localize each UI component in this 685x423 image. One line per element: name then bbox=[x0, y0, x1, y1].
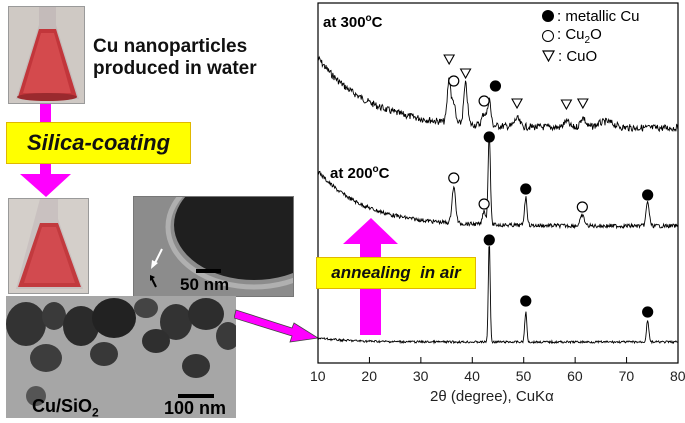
marker-metallic-cu bbox=[520, 295, 532, 307]
x-tick-label: 80 bbox=[670, 368, 685, 384]
inset-scale-bar bbox=[196, 269, 221, 273]
legend-label-cuo: : CuO bbox=[558, 47, 598, 65]
tem-particles-icon bbox=[6, 296, 236, 418]
open-triangle-icon bbox=[542, 50, 555, 62]
tem-main-image: 100 nm Cu/SiO2 bbox=[6, 296, 236, 418]
curve-label-200-base: at 200 bbox=[330, 165, 373, 182]
legend-item-cuo: : CuO bbox=[542, 46, 682, 66]
marker-cu2o bbox=[448, 172, 460, 184]
marker-cuo bbox=[459, 68, 472, 80]
inset-scale-label: 50 nm bbox=[180, 275, 230, 294]
open-circle-icon bbox=[542, 30, 554, 42]
flask-photo-coated bbox=[8, 198, 89, 294]
legend-item-cu2o: : Cu2O bbox=[542, 26, 682, 46]
annealing-label: annealing in air bbox=[316, 257, 476, 289]
curve-label-300-base: at 300 bbox=[323, 14, 366, 31]
arrow-down-icon bbox=[20, 164, 71, 197]
x-tick-label: 40 bbox=[464, 368, 480, 384]
flask-photo-water bbox=[8, 6, 85, 104]
x-tick-label: 10 bbox=[310, 368, 326, 384]
marker-metallic-cu bbox=[483, 234, 495, 246]
x-axis-label: 2θ (degree), CuKα bbox=[430, 388, 554, 405]
marker-metallic-cu bbox=[642, 189, 654, 201]
curve-label-300: at 300oC bbox=[323, 13, 383, 31]
composite-label-sub: 2 bbox=[92, 405, 99, 418]
marker-cuo bbox=[576, 98, 589, 110]
legend-cu2o-base: : Cu bbox=[557, 26, 585, 43]
main-scale-label: 100 nm bbox=[164, 398, 227, 418]
legend-label-metallic-cu: : metallic Cu bbox=[557, 7, 640, 25]
plot-frame bbox=[317, 2, 679, 364]
curve-label-200-unit: C bbox=[378, 165, 390, 182]
flask-caption: Cu nanoparticles produced in water bbox=[93, 36, 293, 80]
annealing-text: annealing in air bbox=[331, 263, 461, 282]
tem-inset-image: 50 nm bbox=[133, 196, 294, 297]
legend-item-metallic-cu: : metallic Cu bbox=[542, 6, 682, 26]
flask-icon bbox=[9, 199, 88, 293]
marker-metallic-cu bbox=[642, 306, 654, 318]
marker-cu2o bbox=[478, 198, 490, 210]
flask-icon bbox=[9, 7, 84, 103]
marker-cu2o bbox=[576, 201, 588, 213]
marker-metallic-cu bbox=[520, 183, 532, 195]
trace-as-prepared-200c bbox=[317, 135, 679, 230]
marker-cuo bbox=[443, 54, 456, 66]
marker-cuo bbox=[560, 99, 573, 111]
x-tick-label: 30 bbox=[412, 368, 429, 384]
legend-cu2o-sub: 2 bbox=[584, 35, 591, 46]
legend: : metallic Cu : Cu2O : CuO bbox=[542, 6, 682, 66]
marker-cu2o bbox=[478, 95, 490, 107]
trace-silica-coated bbox=[317, 246, 678, 345]
trace-300c bbox=[317, 55, 679, 133]
legend-label-cu2o: : Cu2O bbox=[557, 26, 602, 46]
curve-label-200: at 200oC bbox=[330, 164, 390, 182]
marker-metallic-cu bbox=[489, 80, 502, 92]
xrd-chart bbox=[317, 2, 679, 364]
pointer-arrow-icon bbox=[234, 309, 320, 343]
curve-label-300-unit: C bbox=[371, 14, 383, 31]
composite-label-base: Cu/SiO bbox=[32, 396, 93, 416]
x-tick-label: 50 bbox=[515, 368, 532, 384]
filled-circle-icon bbox=[542, 10, 554, 22]
arrow-stem-top bbox=[40, 104, 51, 122]
x-tick-label: 20 bbox=[361, 368, 377, 384]
x-tick-label: 60 bbox=[567, 368, 583, 384]
silica-coating-label: Silica-coating bbox=[6, 122, 191, 164]
caption-line-2: produced in water bbox=[93, 58, 257, 79]
legend-cu2o-tail: O bbox=[590, 26, 602, 43]
composite-label: Cu/SiO2 bbox=[32, 396, 99, 418]
tem-particle-icon bbox=[134, 197, 293, 296]
marker-metallic-cu bbox=[483, 131, 495, 143]
curve-label-200-deg: o bbox=[372, 164, 379, 175]
marker-cu2o bbox=[448, 75, 460, 87]
marker-cuo bbox=[511, 98, 523, 110]
main-scale-bar bbox=[178, 394, 214, 398]
silica-coating-text: Silica-coating bbox=[26, 130, 171, 155]
caption-line-1: Cu nanoparticles bbox=[93, 36, 248, 57]
x-tick-label: 70 bbox=[618, 368, 635, 384]
curve-label-300-deg: o bbox=[365, 13, 372, 24]
